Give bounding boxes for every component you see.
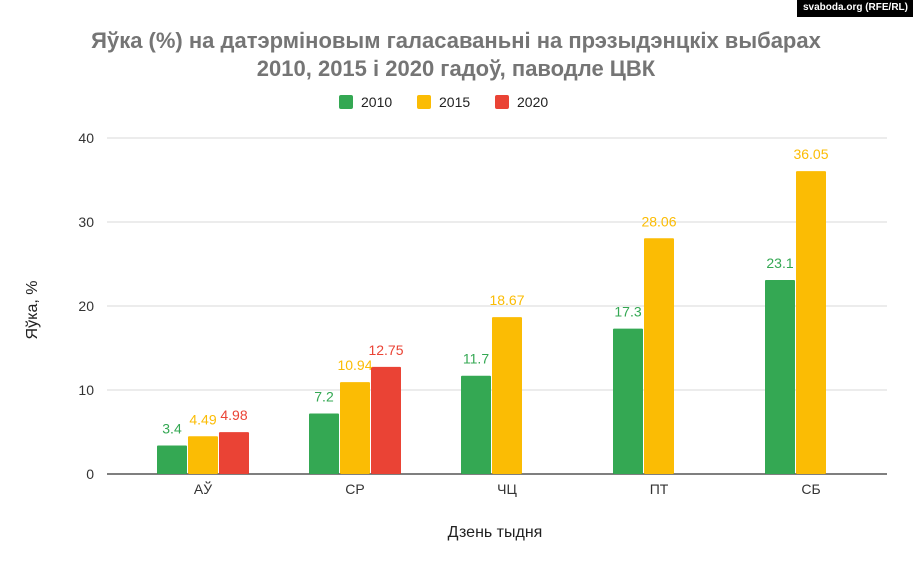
y-tick-label: 30 [78, 214, 94, 230]
bar-2015-1 [188, 436, 218, 474]
data-label-2020-2: 12.75 [368, 342, 403, 358]
x-tick-label: СР [345, 481, 364, 497]
x-tick-label: СБ [801, 481, 820, 497]
y-tick-label: 0 [86, 466, 94, 482]
x-tick-label: ПТ [650, 481, 669, 497]
legend: 2010 2015 2020 [339, 94, 548, 110]
x-tick-label: ЧЦ [497, 481, 517, 497]
data-label-2020-1: 4.98 [220, 407, 247, 423]
data-label-2015-4: 28.06 [641, 213, 676, 229]
data-label-2010-2: 7.2 [314, 389, 334, 405]
bar-2010-4 [613, 328, 643, 474]
y-axis-title: Яўка, % [24, 281, 41, 340]
data-label-2015-1: 4.49 [189, 411, 216, 427]
bar-2015-5 [796, 171, 826, 474]
bar-2010-3 [461, 375, 491, 474]
y-tick-label: 20 [78, 298, 94, 314]
chart-title-line-1: Яўка (%) на датэрміновым галасаваньні на… [91, 28, 821, 53]
legend-item-2015: 2015 [417, 94, 470, 110]
data-label-2010-1: 3.4 [162, 420, 182, 436]
bar-2015-2 [340, 382, 370, 474]
data-label-2015-5: 36.05 [793, 146, 828, 162]
data-label-2010-5: 23.1 [766, 255, 793, 271]
bar-2020-1 [219, 432, 249, 474]
bar-2015-3 [492, 317, 522, 474]
chart-title-line-2: 2010, 2015 і 2020 гадоў, паводле ЦВК [257, 56, 656, 81]
data-label-2015-3: 18.67 [489, 292, 524, 308]
data-label-2010-3: 11.7 [463, 351, 489, 367]
bars [157, 171, 826, 474]
y-tick-label: 10 [78, 382, 94, 398]
bar-2010-2 [309, 413, 339, 474]
legend-swatch [417, 95, 431, 109]
data-label-2010-4: 17.3 [614, 304, 641, 320]
source-credit: svaboda.org (RFE/RL) [796, 0, 913, 17]
data-label-2015-2: 10.94 [337, 357, 372, 373]
legend-item-2010: 2010 [339, 94, 392, 110]
legend-label: 2010 [361, 94, 392, 110]
legend-swatch [495, 95, 509, 109]
x-axis-title: Дзень тыдня [448, 524, 543, 541]
legend-swatch [339, 95, 353, 109]
bar-2010-5 [765, 279, 795, 474]
y-tick-label: 40 [78, 130, 94, 146]
legend-label: 2020 [517, 94, 548, 110]
bar-2015-4 [644, 238, 674, 474]
bar-2010-1 [157, 445, 187, 474]
x-tick-label: АЎ [194, 480, 212, 497]
x-axis-ticks: АЎ СР ЧЦ ПТ СБ [194, 480, 821, 497]
legend-label: 2015 [439, 94, 470, 110]
bar-2020-2 [371, 366, 401, 474]
legend-item-2020: 2020 [495, 94, 548, 110]
